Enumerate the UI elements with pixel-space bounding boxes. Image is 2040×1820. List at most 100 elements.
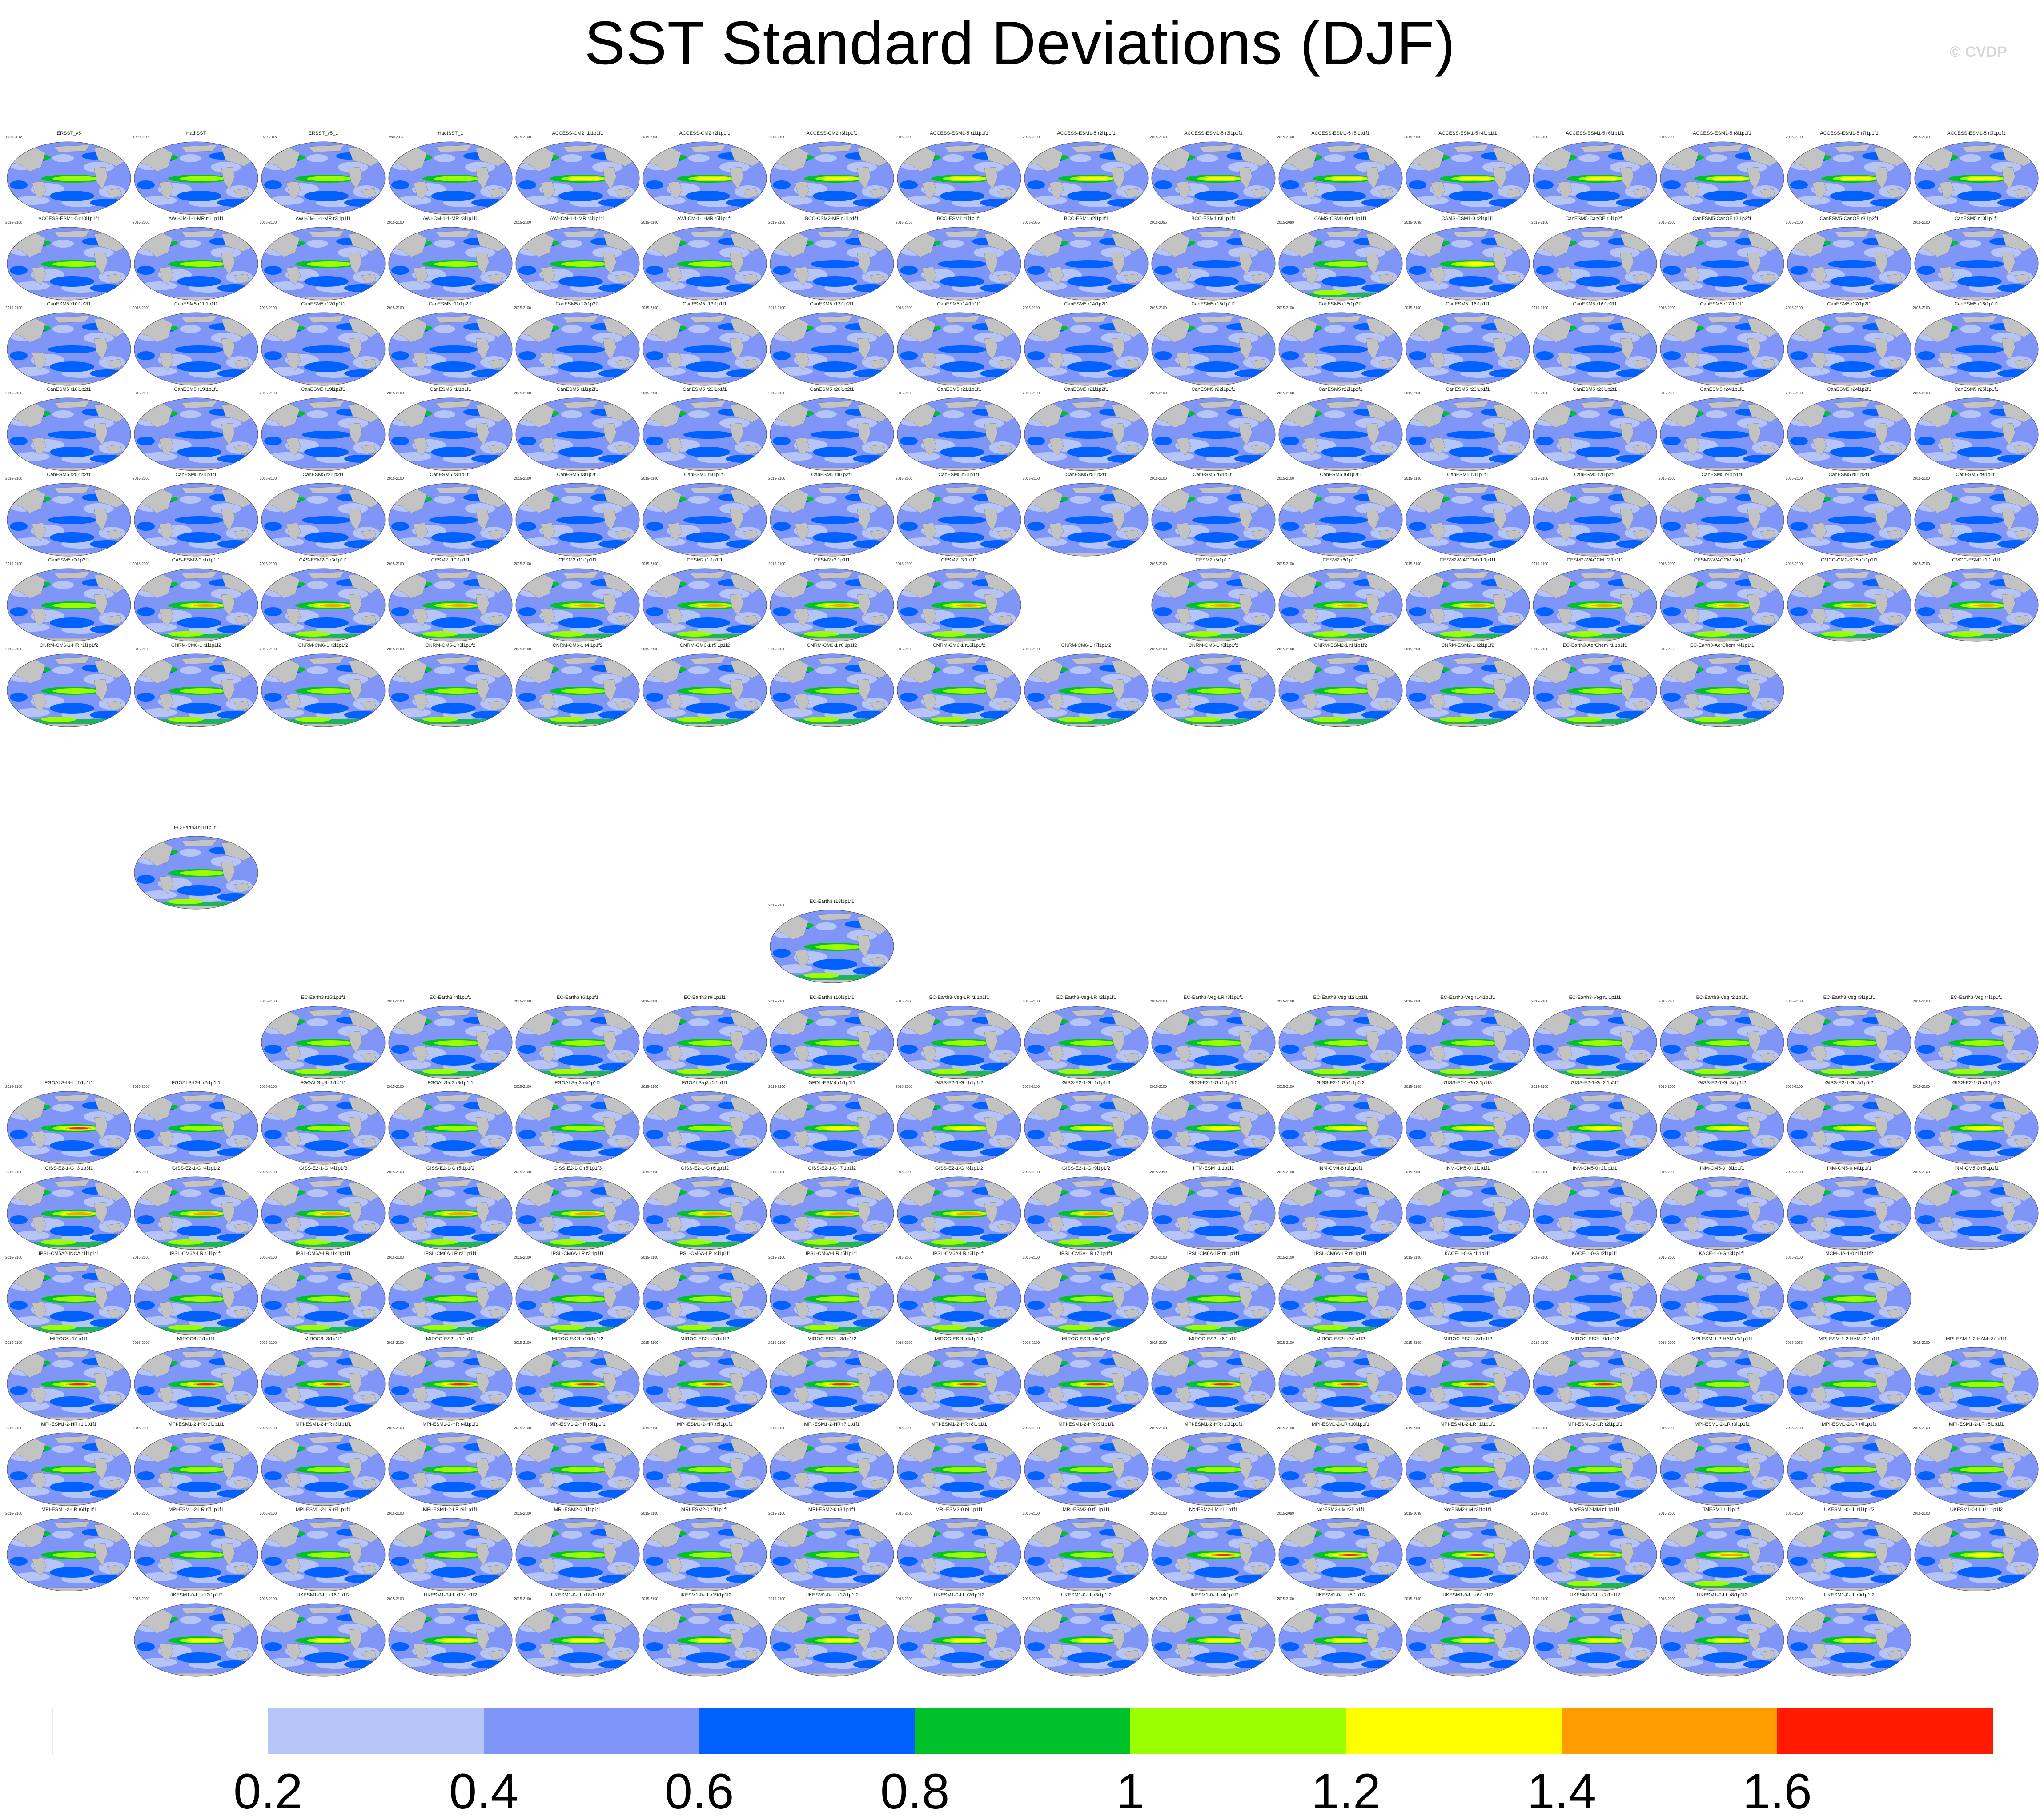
world-map [260, 1090, 387, 1166]
panel-title: CanESM5 r23i1p2f1 [1531, 387, 1659, 392]
panel-title: UKESM1-0-LL r8i1p1f2 [1659, 1592, 1786, 1598]
panel-title: GISS-E2-1-G r5i1p1f2 [387, 1166, 514, 1171]
panel-years: 2015-2100 [1023, 306, 1040, 310]
world-map [1786, 1090, 1913, 1166]
world-map [387, 1602, 514, 1678]
world-map [1404, 1517, 1531, 1592]
panel-title: CanESM5 r24i1p1f1 [1659, 387, 1786, 392]
panel-title: EC-Earth3 r4i1p1f1 [387, 995, 514, 1000]
panel-title: CanESM5 r15i1p1f1 [1150, 301, 1277, 307]
panel-years: 2015-2100 [1531, 1170, 1548, 1174]
panel-years: 2015-2100 [1277, 1170, 1294, 1174]
panel-title: GISS-E2-1-G r3i1p3f1 [5, 1166, 133, 1171]
panel-years: 2015-2100 [1531, 1255, 1548, 1259]
world-map [1531, 140, 1659, 216]
panel-years: 2015-2100 [768, 135, 785, 139]
world-map [1531, 567, 1659, 643]
world-map [1786, 311, 1913, 387]
world-map [1277, 1175, 1404, 1251]
panel-title: CESM2 r10i1p1f1 [387, 557, 514, 563]
world-map [260, 311, 387, 387]
panel-years: 2015-2055 [1786, 1341, 1803, 1345]
panel-title: CNRM-ESM2-1 r2i1p1f2 [1404, 643, 1531, 648]
panel-title: GISS-E2-1-G r5i1p1f3 [514, 1166, 641, 1171]
panel-title: CanESM5 r3i1p2f1 [514, 472, 641, 477]
panel-title: UKESM1-0-LL r19i1p1f2 [641, 1592, 768, 1598]
panel-years: 2015-2100 [387, 1511, 404, 1515]
world-map [1277, 1431, 1404, 1507]
world-map [1277, 482, 1404, 557]
panel-title: NorESM2-LM r1i1p1f1 [1150, 1507, 1277, 1512]
world-map [1913, 1090, 2040, 1166]
world-map [1150, 311, 1277, 387]
panel-title: EC-Earth3-Veg r4i1p1f1 [1913, 995, 2040, 1000]
panel-title: IPSL-CM6A-LR r2i1p1f1 [387, 1251, 514, 1256]
panel-title: MRI-ESM2-0 r2i1p1f1 [641, 1507, 768, 1512]
world-map [514, 1175, 641, 1251]
panel-years: 2015-2100 [1786, 477, 1803, 481]
panel-title: GISS-E2-1-G r1i1p1f2 [896, 1080, 1023, 1086]
panel-title: ACCESS-CM2 r2i1p1f1 [641, 131, 768, 136]
panel-years: 2015-2100 [1786, 1597, 1803, 1601]
panel-title: ACCESS-ESM1-5 r9i1p1f1 [1913, 131, 2040, 136]
world-map [1150, 1090, 1277, 1166]
panel-years: 2015-2100 [768, 220, 785, 224]
panel-title: AWI-CM-1-1-MR r1i1p1f1 [133, 216, 260, 221]
world-map [514, 1602, 641, 1678]
panel-years: 2015-2100 [260, 647, 277, 651]
colorbar-box [915, 1708, 1131, 1754]
world-map [1531, 1346, 1659, 1422]
panel-years: 2015-2100 [514, 562, 531, 566]
panel-title: MIROC-ES2L r5i1p1f2 [1023, 1336, 1150, 1342]
world-map [1531, 1175, 1659, 1251]
panel-title: CanESM5 r8i1p2f1 [1786, 472, 1913, 477]
world-map [896, 482, 1023, 557]
world-map [1531, 1090, 1659, 1166]
panel-title: UKESM1-0-LL r17i1p1f2 [387, 1592, 514, 1598]
panel-years: 2015-2100 [1786, 1170, 1803, 1174]
panel-title: EC-Earth3-Veg r12i1p1f1 [1277, 995, 1404, 1000]
panel-title: CanESM5 r25i1p1f1 [1913, 387, 2040, 392]
panel-title: GISS-E2-1-G r4i1p1f2 [133, 1166, 260, 1171]
world-map [1150, 1602, 1277, 1678]
world-map [1531, 653, 1659, 728]
panel-years: 2015-2100 [641, 135, 658, 139]
panel-years: 2015-2099 [1277, 220, 1294, 224]
panel-title: CanESM5 r15i1p2f1 [1277, 301, 1404, 307]
world-map [1277, 140, 1404, 216]
panel-years: 2015-2100 [1404, 1255, 1421, 1259]
panel-title: MPI-ESM1-2-HR r8i1p1f1 [896, 1422, 1023, 1427]
panel-years: 2015-2100 [1150, 1255, 1167, 1259]
